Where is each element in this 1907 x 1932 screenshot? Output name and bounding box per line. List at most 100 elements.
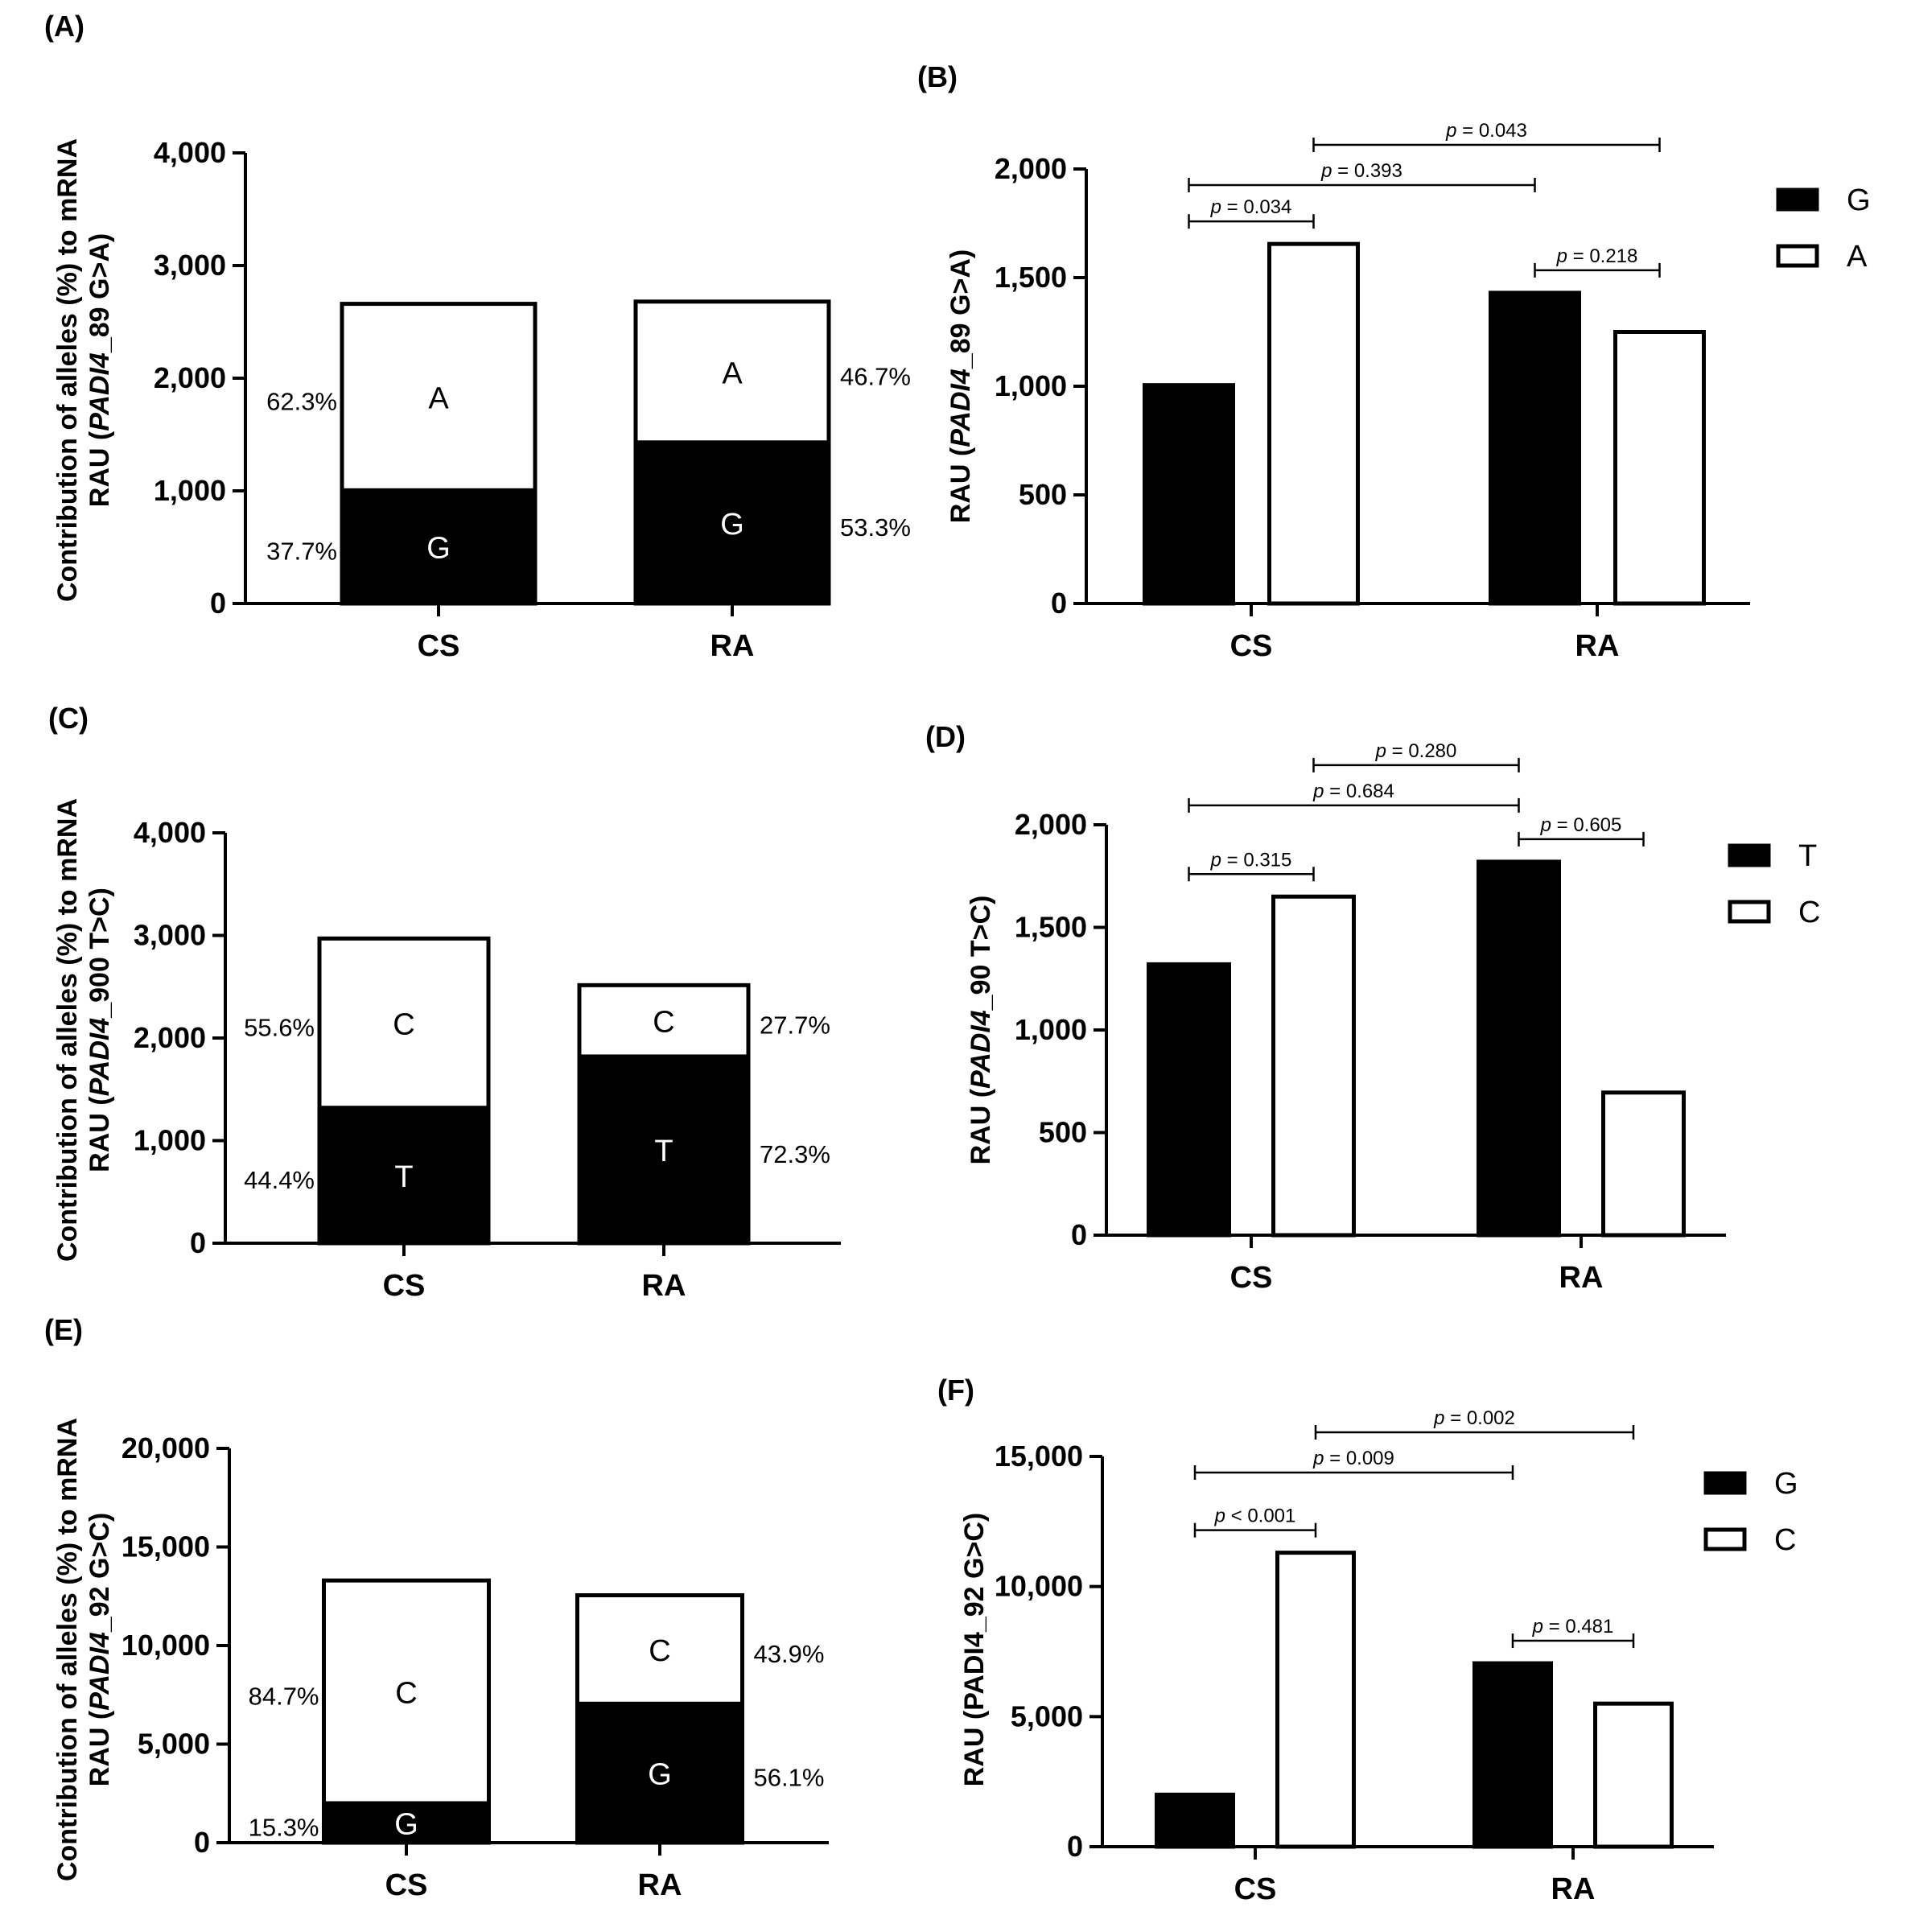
percent-label: 27.7% — [760, 1011, 830, 1040]
p-value-label: p = 0.315 — [1210, 849, 1292, 871]
legend-label: G — [1847, 183, 1871, 217]
x-tick-label: CS — [1234, 1872, 1277, 1906]
y-tick-label: 2,000 — [134, 1021, 206, 1054]
bar-g — [1489, 290, 1581, 606]
percent-label: 53.3% — [840, 513, 911, 542]
bar-g — [1472, 1661, 1553, 1849]
p-value-label: p = 0.009 — [1312, 1448, 1394, 1469]
significance-bracket: p = 0.002 — [1314, 1407, 1635, 1440]
p-value-label: p = 0.280 — [1375, 740, 1457, 762]
legend-label: G — [1774, 1467, 1798, 1501]
legend-item-c: C — [1728, 896, 1820, 929]
panel-label: (A) — [44, 10, 84, 43]
y-tick-label: 2,000 — [154, 361, 226, 394]
y-tick-label: 15,000 — [122, 1530, 210, 1563]
bar-segment-a — [633, 299, 831, 445]
significance-bracket: p = 0.605 — [1518, 814, 1645, 847]
percent-label: 46.7% — [840, 362, 911, 390]
x-tick-label: RA — [710, 629, 755, 663]
y-tick-label: 3,000 — [154, 249, 226, 282]
percent-label: 44.4% — [244, 1166, 315, 1194]
bar-segment-a — [340, 302, 538, 492]
percent-label: 84.7% — [249, 1683, 319, 1711]
segment-label: A — [428, 381, 449, 415]
bar-segment-g — [340, 488, 538, 606]
y-axis-label-line1: Contribution of alleles (%) to mRNA — [52, 1418, 83, 1881]
panel-label: (C) — [48, 702, 89, 735]
legend-label: A — [1847, 240, 1868, 274]
segment-label: C — [395, 1677, 417, 1711]
panel-b: (B) 0 500 1,000 1,500 2,000 CS RA RAU (PADI4_89 … — [917, 60, 1871, 663]
y-tick-label: 4,000 — [134, 816, 206, 849]
y-tick-label: 1,000 — [134, 1124, 206, 1157]
legend-label: C — [1774, 1523, 1796, 1557]
y-axis-label-line1: Contribution of alleles (%) to mRNA — [52, 138, 83, 602]
y-axis-label: RAU (PADI4_92 G>C) — [959, 1513, 990, 1786]
panel-f: (F) 0 5,000 10,000 15,000 CS RA RAU (PADI4_92 G… — [937, 1374, 1798, 1906]
x-tick-label: RA — [1551, 1872, 1596, 1906]
bar-segment-c — [322, 1578, 491, 1806]
significance-bracket: p = 0.315 — [1188, 849, 1315, 882]
p-value-label: p = 0.684 — [1312, 781, 1394, 802]
x-tick-label: RA — [642, 1269, 686, 1303]
p-value-label: p = 0.481 — [1532, 1616, 1614, 1637]
legend-swatch — [1728, 843, 1771, 867]
y-tick-label: 2,000 — [995, 152, 1067, 185]
panel-a: (A) 0 1,000 2,000 3,000 4,000 CS RA Contribution… — [44, 10, 911, 663]
y-tick-label: 1,500 — [1015, 911, 1087, 944]
p-value-label: p = 0.393 — [1320, 160, 1402, 182]
segment-label: A — [722, 356, 743, 390]
x-tick-label: CS — [383, 1269, 426, 1303]
bar-a — [1613, 330, 1706, 606]
y-tick-label: 0 — [1071, 1218, 1087, 1251]
bar-a — [1267, 241, 1360, 606]
y-tick-label: 1,500 — [995, 261, 1067, 294]
y-tick-label: 5,000 — [1011, 1699, 1083, 1732]
segment-label: T — [394, 1160, 413, 1194]
legend-item-g: G — [1703, 1467, 1798, 1501]
p-value-label: p = 0.034 — [1210, 196, 1292, 218]
y-tick-label: 10,000 — [122, 1629, 210, 1662]
bar-segment-c — [575, 1593, 744, 1706]
y-axis-label-line2: RAU (PADI4_900 T>C) — [84, 888, 115, 1172]
percent-label: 43.9% — [754, 1640, 825, 1668]
panel-c: (C) 0 1,000 2,000 3,000 4,000 CS RA Contribution… — [48, 702, 841, 1303]
y-axis-label: RAU (PADI4_89 G>A) — [945, 249, 976, 523]
segment-label: C — [649, 1634, 670, 1668]
significance-bracket: p = 0.034 — [1188, 196, 1315, 229]
percent-label: 37.7% — [266, 538, 337, 566]
y-tick-label: 5,000 — [138, 1728, 210, 1761]
bar-t — [1147, 962, 1231, 1238]
legend-item-a: A — [1776, 240, 1868, 274]
y-tick-label: 1,000 — [154, 474, 226, 507]
p-value-label: p = 0.002 — [1433, 1407, 1515, 1429]
y-axis-label-line2: RAU (PADI4_92 G>C) — [84, 1513, 115, 1786]
segment-label: G — [394, 1808, 418, 1842]
legend-swatch — [1776, 244, 1819, 268]
p-value-label: p = 0.218 — [1556, 245, 1638, 267]
legend-swatch — [1728, 900, 1771, 924]
segment-label: G — [720, 508, 744, 542]
y-tick-label: 15,000 — [995, 1440, 1083, 1473]
bar-c — [1593, 1701, 1674, 1849]
p-value-label: p = 0.605 — [1540, 814, 1622, 836]
significance-bracket: p = 0.280 — [1312, 740, 1520, 772]
bar-segment-c — [317, 936, 491, 1110]
y-tick-label: 0 — [1051, 587, 1067, 620]
x-tick-label: RA — [1559, 1261, 1604, 1295]
panel-d: (D) 0 500 1,000 1,500 2,000 CS RA RAU (PADI4_90 … — [925, 720, 1820, 1295]
segment-label: T — [654, 1135, 673, 1168]
percent-label: 56.1% — [754, 1764, 825, 1792]
y-tick-label: 4,000 — [154, 136, 226, 169]
y-tick-label: 0 — [194, 1826, 210, 1859]
panel-label: (D) — [925, 720, 966, 753]
y-tick-label: 0 — [1067, 1830, 1083, 1863]
panel-label: (B) — [917, 60, 958, 93]
y-tick-label: 3,000 — [134, 919, 206, 952]
segment-label: G — [648, 1758, 672, 1792]
y-tick-label: 0 — [190, 1226, 206, 1259]
percent-label: 62.3% — [266, 387, 337, 415]
x-tick-label: CS — [1230, 629, 1273, 663]
p-value-label: p = 0.043 — [1445, 120, 1527, 142]
